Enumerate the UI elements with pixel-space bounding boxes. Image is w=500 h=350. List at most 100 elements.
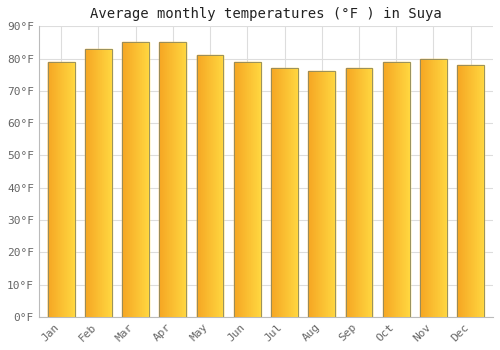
Bar	[222, 55, 223, 317]
Bar	[240, 62, 242, 317]
Bar	[141, 42, 142, 317]
Bar	[434, 58, 435, 317]
Bar	[220, 55, 221, 317]
Bar	[399, 62, 400, 317]
Bar	[312, 71, 313, 317]
Bar	[483, 65, 484, 317]
Bar	[352, 68, 353, 317]
Bar	[106, 49, 107, 317]
Bar	[91, 49, 92, 317]
Bar	[93, 49, 94, 317]
Bar	[385, 62, 386, 317]
Bar	[132, 42, 133, 317]
Bar	[124, 42, 125, 317]
Bar	[168, 42, 169, 317]
Bar	[184, 42, 185, 317]
Bar	[215, 55, 216, 317]
Bar	[196, 55, 224, 317]
Bar	[172, 42, 173, 317]
Bar	[313, 71, 314, 317]
Bar	[173, 42, 174, 317]
Bar	[402, 62, 403, 317]
Bar	[59, 62, 60, 317]
Bar	[165, 42, 166, 317]
Bar	[351, 68, 352, 317]
Bar	[383, 62, 384, 317]
Bar	[126, 42, 127, 317]
Bar	[439, 58, 440, 317]
Bar	[316, 71, 317, 317]
Bar	[170, 42, 171, 317]
Bar	[288, 68, 289, 317]
Bar	[423, 58, 424, 317]
Bar	[282, 68, 283, 317]
Bar	[217, 55, 218, 317]
Bar	[163, 42, 164, 317]
Bar	[328, 71, 329, 317]
Bar	[386, 62, 387, 317]
Bar	[122, 42, 149, 317]
Bar	[432, 58, 433, 317]
Bar	[440, 58, 441, 317]
Bar	[97, 49, 98, 317]
Bar	[393, 62, 394, 317]
Bar	[442, 58, 443, 317]
Bar	[111, 49, 112, 317]
Bar	[361, 68, 362, 317]
Bar	[102, 49, 103, 317]
Bar	[147, 42, 148, 317]
Bar	[252, 62, 254, 317]
Bar	[308, 71, 335, 317]
Bar	[110, 49, 111, 317]
Bar	[166, 42, 167, 317]
Bar	[458, 65, 460, 317]
Bar	[333, 71, 334, 317]
Bar	[348, 68, 349, 317]
Bar	[223, 55, 224, 317]
Bar	[133, 42, 134, 317]
Bar	[350, 68, 351, 317]
Bar	[367, 68, 368, 317]
Bar	[320, 71, 321, 317]
Bar	[325, 71, 326, 317]
Bar	[109, 49, 110, 317]
Bar	[100, 49, 101, 317]
Bar	[218, 55, 219, 317]
Bar	[145, 42, 146, 317]
Bar	[407, 62, 408, 317]
Bar	[273, 68, 274, 317]
Bar	[99, 49, 100, 317]
Bar	[52, 62, 53, 317]
Bar	[185, 42, 186, 317]
Bar	[139, 42, 140, 317]
Bar	[123, 42, 124, 317]
Bar	[98, 49, 99, 317]
Bar	[292, 68, 294, 317]
Bar	[369, 68, 370, 317]
Bar	[430, 58, 431, 317]
Bar	[236, 62, 238, 317]
Bar	[424, 58, 425, 317]
Bar	[169, 42, 170, 317]
Bar	[94, 49, 95, 317]
Bar	[466, 65, 468, 317]
Bar	[436, 58, 437, 317]
Bar	[425, 58, 426, 317]
Bar	[95, 49, 96, 317]
Bar	[433, 58, 434, 317]
Bar	[272, 68, 273, 317]
Title: Average monthly temperatures (°F ) in Suya: Average monthly temperatures (°F ) in Su…	[90, 7, 442, 21]
Bar	[108, 49, 109, 317]
Bar	[63, 62, 64, 317]
Bar	[427, 58, 428, 317]
Bar	[206, 55, 208, 317]
Bar	[283, 68, 284, 317]
Bar	[176, 42, 177, 317]
Bar	[58, 62, 59, 317]
Bar	[383, 62, 409, 317]
Bar	[214, 55, 215, 317]
Bar	[360, 68, 361, 317]
Bar	[219, 55, 220, 317]
Bar	[271, 68, 272, 317]
Bar	[290, 68, 291, 317]
